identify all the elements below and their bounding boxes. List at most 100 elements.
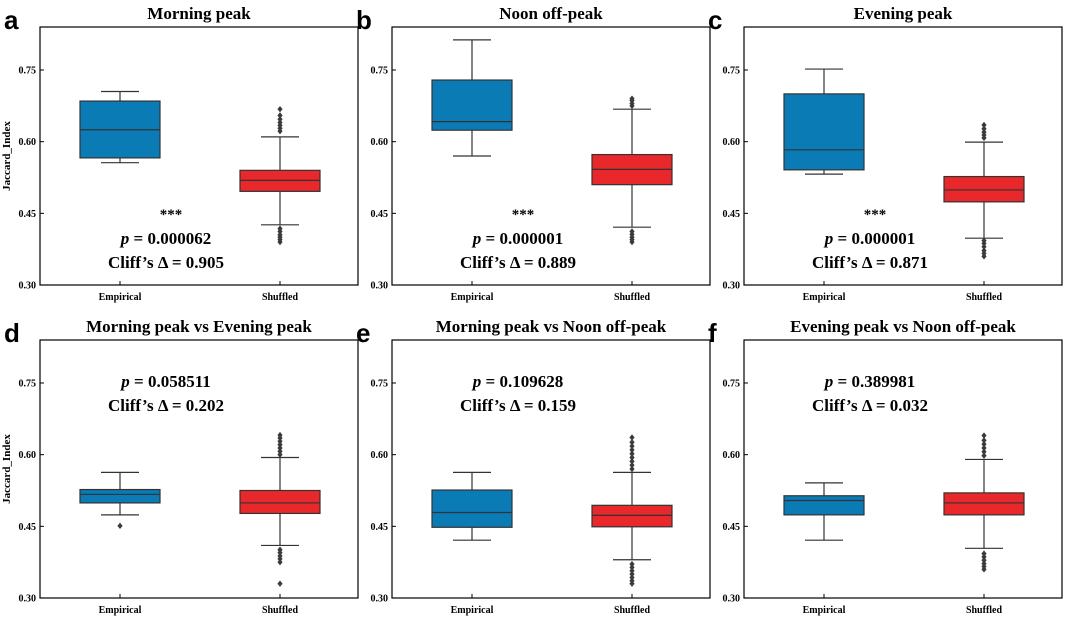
panel-title: Morning peak (147, 4, 251, 23)
plot-frame (39, 339, 359, 599)
outlier-point (981, 243, 987, 250)
panel-title: Noon off-peak (499, 4, 603, 23)
iqr-box (943, 492, 1025, 516)
panel-e: e Morning peak vs Noon off-peak 0.30 0.45 0.… (356, 317, 711, 616)
y-tick-label: 0.30 (371, 594, 389, 605)
outlier-point (629, 465, 635, 473)
outlier-point (277, 580, 283, 587)
y-tick-label: 0.75 (371, 379, 389, 390)
plot-frame (391, 26, 711, 286)
y-tick-label: 0.45 (19, 209, 37, 220)
cliffs-delta-text: Cliff’s Δ = 0.905 (108, 253, 224, 272)
y-tick-label: 0.30 (723, 281, 741, 292)
outlier-point (981, 452, 987, 459)
panel-letter: b (356, 5, 372, 35)
p-value: 0.109628 (499, 372, 563, 391)
significance-stars: *** (160, 207, 183, 223)
iqr-box (943, 175, 1025, 203)
y-tick-label: 0.75 (19, 379, 37, 390)
outlier-point (981, 550, 987, 557)
cliffs-delta-text: Cliff’s Δ = 0.159 (460, 396, 576, 415)
iqr-box (591, 504, 673, 528)
outlier-point (629, 450, 635, 457)
outlier-point (277, 112, 283, 119)
outlier-point (277, 116, 283, 123)
outlier-point (981, 237, 987, 244)
y-tick-label: 0.45 (19, 522, 37, 533)
outlier-point (981, 448, 987, 455)
outlier-point (629, 564, 635, 571)
p-value: 0.000001 (499, 229, 563, 248)
iqr-box (431, 489, 513, 528)
panel-title: Morning peak vs Evening peak (86, 317, 312, 336)
iqr-box (783, 495, 865, 516)
y-tick-label: 0.60 (19, 137, 37, 148)
outlier-point (277, 546, 283, 553)
outlier-point (981, 553, 987, 561)
outlier-point (629, 95, 635, 102)
p-equals: = (129, 229, 147, 248)
p-equals: = (130, 372, 148, 391)
y-tick-label: 0.75 (371, 66, 389, 77)
panel-title: Evening peak (854, 4, 953, 23)
outlier-point (629, 454, 635, 461)
x-tick-label: Shuffled (614, 292, 651, 303)
p-equals: = (833, 372, 851, 391)
outlier-point (277, 448, 283, 455)
box-shuffled (239, 431, 321, 587)
box-empirical (79, 90, 161, 164)
p-symbol: p (471, 229, 482, 248)
y-tick-label: 0.30 (19, 281, 37, 292)
p-value-text: p = 0.109628 (471, 372, 563, 391)
outlier-point (277, 225, 283, 232)
outlier-point (277, 558, 283, 566)
cliffs-delta-text: Cliff’s Δ = 0.202 (108, 396, 224, 415)
x-tick-label: Shuffled (262, 605, 299, 616)
panel-f: f Evening peak vs Noon off-peak 0.30 0.45 0.… (708, 317, 1063, 616)
panel-letter: d (4, 318, 20, 348)
iqr-box (431, 79, 513, 131)
outlier-point (981, 557, 987, 564)
panel-title: Morning peak vs Noon off-peak (436, 317, 667, 336)
plot-frame (743, 26, 1063, 286)
outlier-point (277, 119, 283, 126)
x-tick-label: Empirical (803, 292, 846, 303)
significance-stars: *** (864, 207, 887, 223)
outlier-point (277, 441, 283, 448)
outlier-point (277, 444, 283, 452)
p-equals: = (481, 229, 499, 248)
outlier-point (981, 128, 987, 136)
outlier-point (981, 437, 987, 444)
box-shuffled (591, 434, 673, 587)
x-tick-label: Empirical (99, 292, 142, 303)
y-tick-label: 0.45 (723, 522, 741, 533)
y-tick-label: 0.75 (19, 66, 37, 77)
box-shuffled (239, 105, 321, 246)
y-tick-label: 0.30 (723, 594, 741, 605)
y-tick-label: 0.75 (723, 66, 741, 77)
box-empirical (79, 471, 161, 530)
outlier-point (629, 442, 635, 450)
p-value-text: p = 0.000001 (823, 229, 915, 248)
outlier-point (981, 560, 987, 567)
panel-letter: f (708, 318, 717, 348)
y-axis-label: Jaccard_Index (1, 121, 13, 191)
x-tick-label: Empirical (99, 605, 142, 616)
outlier-point (277, 552, 283, 560)
iqr-box (783, 93, 865, 171)
outlier-point (277, 105, 283, 113)
outlier-point (629, 461, 635, 469)
panel-letter: e (356, 318, 370, 348)
y-tick-label: 0.45 (371, 209, 389, 220)
outlier-point (629, 560, 635, 568)
outlier-point (277, 231, 283, 239)
outlier-point (629, 434, 635, 441)
p-value: 0.000062 (147, 229, 211, 248)
x-tick-label: Empirical (451, 605, 494, 616)
panel-c: c Evening peak 0.30 0.45 0.60 0.75 Empirical Sh… (708, 4, 1063, 303)
p-symbol: p (119, 372, 130, 391)
cliffs-delta-text: Cliff’s Δ = 0.889 (460, 253, 576, 272)
y-tick-label: 0.60 (19, 450, 37, 461)
outlier-point (981, 121, 987, 129)
outlier-point (277, 438, 283, 445)
